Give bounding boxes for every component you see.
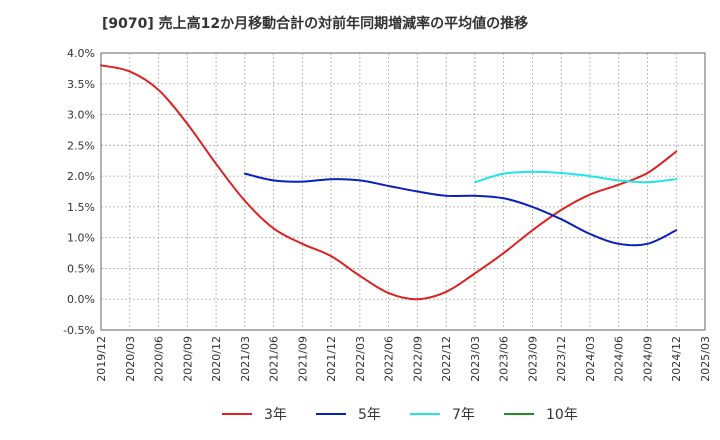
x-tick-label: 2023/03	[469, 336, 482, 382]
y-tick-label: 2.0%	[67, 170, 95, 183]
legend-label: 5年	[358, 407, 381, 423]
x-tick-label: 2020/03	[124, 336, 137, 382]
x-tick-label: 2021/09	[296, 336, 309, 382]
y-tick-label: 0.5%	[67, 262, 95, 275]
x-tick-label: 2020/06	[153, 336, 166, 382]
x-tick-label: 2020/12	[210, 336, 223, 382]
x-tick-label: 2023/06	[498, 336, 511, 382]
x-tick-label: 2024/12	[670, 336, 683, 382]
legend-label: 3年	[264, 407, 287, 423]
series-line-3年	[100, 64, 678, 301]
x-tick-label: 2022/06	[383, 336, 396, 382]
legend-label: 7年	[452, 407, 475, 423]
y-tick-label: 2.5%	[67, 139, 95, 152]
x-tick-label: 2024/03	[584, 336, 597, 382]
x-tick-label: 2020/09	[181, 336, 194, 382]
x-tick-label: 2019/12	[95, 336, 108, 382]
y-tick-label: 0.0%	[67, 293, 95, 306]
plot-frame	[100, 52, 706, 331]
x-tick-label: 2025/03	[699, 336, 712, 382]
y-tick-label: -0.5%	[63, 324, 95, 337]
x-tick-label: 2021/12	[325, 336, 338, 382]
x-tick-label: 2023/09	[526, 336, 539, 382]
series-line-7年	[473, 170, 678, 184]
x-tick-label: 2022/03	[354, 336, 367, 382]
x-tick-label: 2023/12	[555, 336, 568, 382]
x-tick-label: 2024/06	[613, 336, 626, 382]
y-tick-label: 4.0%	[67, 47, 95, 60]
y-tick-label: 1.5%	[67, 201, 95, 214]
legend-label: 10年	[546, 407, 578, 423]
y-tick-label: 3.5%	[67, 78, 95, 91]
x-tick-label: 2022/09	[411, 336, 424, 382]
x-tick-label: 2024/09	[641, 336, 654, 382]
y-tick-label: 1.0%	[67, 232, 95, 245]
x-tick-label: 2022/12	[440, 336, 453, 382]
y-tick-label: 3.0%	[67, 109, 95, 122]
x-tick-label: 2021/03	[239, 336, 252, 382]
chart-title: [9070] 売上高12か月移動合計の対前年同期増減率の平均値の推移	[102, 16, 529, 32]
series-line-5年	[243, 172, 678, 247]
x-tick-label: 2021/06	[268, 336, 281, 382]
